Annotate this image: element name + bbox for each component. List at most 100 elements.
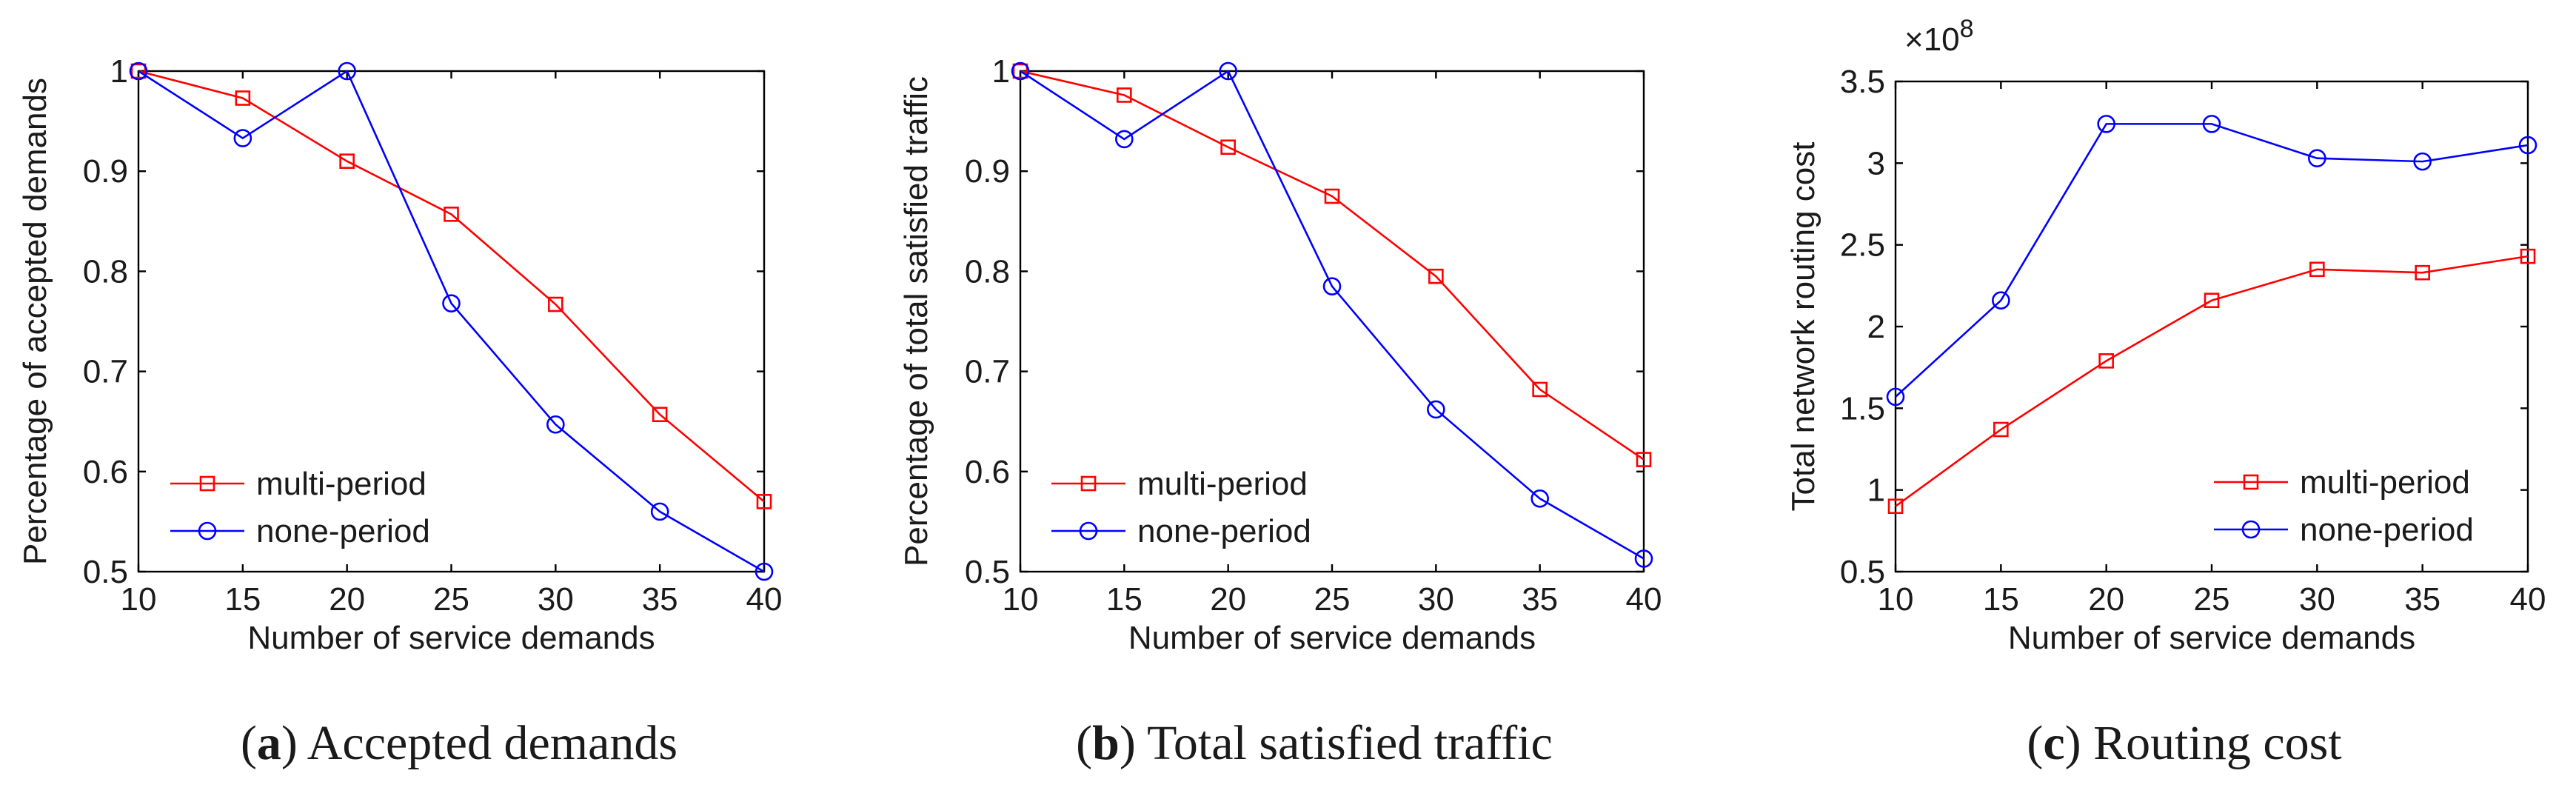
x-axis-label: Number of service demands: [247, 620, 655, 656]
y-tick-label: 0.9: [965, 153, 1010, 190]
caption-text: Routing cost: [2093, 716, 2342, 770]
data-point-multi-period: [235, 90, 251, 106]
x-tick-label: 15: [1106, 581, 1143, 618]
x-tick-label: 20: [1210, 581, 1246, 618]
subfigure-caption: (a) Accepted demands: [241, 716, 678, 770]
data-point-multi-period: [1636, 452, 1652, 467]
y-exponent-label: ×108: [1904, 15, 1974, 58]
data-point-multi-period: [2520, 248, 2536, 264]
data-point-none-period: [546, 415, 565, 434]
data-point-multi-period: [2098, 353, 2114, 369]
series-line-multi-period: [1020, 70, 1645, 461]
data-point-multi-period: [1887, 498, 1904, 515]
data-point-none-period: [2202, 115, 2221, 133]
chart-c: 10 15 20 25 30 35 40 0.5 1 1.5 2 2.5 3 3.5 ×108 Number …: [1785, 15, 2546, 770]
legend-box: [1037, 455, 1362, 548]
x-tick-label: 35: [642, 581, 678, 618]
caption-letter: c: [2043, 716, 2064, 770]
y-axis-label: Total network routing cost: [1785, 142, 1821, 512]
y-tick-label: 0.7: [83, 354, 128, 390]
data-point-multi-period: [756, 494, 772, 509]
x-tick-label: 20: [329, 581, 365, 618]
data-point-none-period: [1322, 277, 1342, 295]
subfigure-caption: (b) Total satisfied traffic: [1076, 716, 1553, 770]
series-line-none-period: [1895, 123, 2529, 398]
data-point-none-period: [1427, 400, 1445, 419]
legend-label-none-period: none-period: [256, 513, 430, 549]
data-point-multi-period: [2204, 292, 2220, 308]
y-tick-label: 0.8: [83, 253, 128, 290]
data-point-multi-period: [1220, 139, 1236, 156]
caption-close-paren: ): [2065, 716, 2093, 770]
y-tick-label: 0.5: [1840, 554, 1885, 590]
legend-marker-none-period: [2241, 520, 2261, 539]
y-tick-label: 1.5: [1840, 390, 1885, 427]
x-tick-label: 25: [433, 581, 469, 618]
caption-text: Total satisfied traffic: [1147, 716, 1553, 770]
series-line-none-period: [1020, 70, 1645, 560]
x-tick-label: 15: [224, 581, 261, 618]
legend-box: [2199, 454, 2518, 550]
chart-b: 10 15 20 25 30 35 40 0.5 0.6 0.7 0.8 0.9 1 Number of …: [898, 53, 1662, 770]
y-tick-label: 3: [1867, 145, 1885, 181]
y-tick-label: 0.5: [83, 554, 128, 590]
data-point-none-period: [2413, 152, 2432, 171]
y-axis-label: Percentage of total satisfied traffic: [898, 76, 934, 566]
data-point-none-period: [1634, 549, 1653, 568]
y-tick-label: 0.6: [965, 454, 1010, 490]
legend: multi-period none-period: [155, 455, 481, 549]
y-tick-label: 1: [110, 53, 128, 90]
x-tick-label: 30: [1418, 581, 1454, 618]
x-tick-label: 10: [1878, 581, 1914, 618]
x-tick-label: 25: [2194, 581, 2230, 618]
data-point-multi-period: [1993, 421, 2009, 438]
data-point-multi-period: [548, 296, 563, 312]
x-tick-label: 20: [2088, 581, 2124, 618]
legend-marker-multi-period: [2243, 474, 2259, 490]
data-point-none-period: [650, 502, 669, 521]
x-tick-label: 40: [2510, 581, 2546, 618]
data-point-multi-period: [2415, 264, 2430, 281]
y-tick-label: 1: [1867, 472, 1885, 509]
subfigure-caption: (c) Routing cost: [2027, 716, 2341, 770]
legend-label-multi-period: multi-period: [1137, 466, 1308, 502]
data-point-multi-period: [444, 207, 459, 222]
legend-marker-multi-period: [199, 475, 215, 492]
y-tick-label: 0.9: [83, 153, 128, 190]
data-point-multi-period: [2309, 261, 2325, 278]
data-point-none-period: [338, 61, 356, 81]
y-tick-label: 2.5: [1840, 227, 1885, 264]
data-point-multi-period: [1012, 63, 1028, 79]
legend-marker-none-period: [198, 521, 217, 541]
y-tick-label: 0.6: [83, 454, 128, 490]
data-point-multi-period: [1532, 381, 1548, 398]
x-axis-label: Number of service demands: [2008, 620, 2415, 656]
legend: multi-period none-period: [1037, 455, 1362, 549]
caption-open-paren: (: [241, 716, 257, 770]
data-point-multi-period: [339, 153, 355, 169]
data-point-multi-period: [652, 407, 668, 423]
series-line-multi-period: [1895, 255, 2529, 507]
legend-marker-none-period: [1079, 521, 1098, 541]
x-tick-label: 30: [538, 581, 574, 618]
y-tick-label: 3.5: [1840, 64, 1885, 100]
data-point-none-period: [1886, 387, 1905, 407]
legend-box: [155, 455, 481, 548]
x-tick-label: 15: [1983, 581, 2019, 618]
x-tick-label: 10: [121, 581, 157, 618]
data-point-none-period: [1219, 61, 1237, 81]
x-axis-label: Number of service demands: [1128, 620, 1536, 656]
legend-label-multi-period: multi-period: [2300, 464, 2470, 501]
legend-marker-multi-period: [1080, 475, 1097, 492]
y-tick-label: 0.8: [965, 253, 1010, 290]
data-point-none-period: [755, 562, 774, 581]
caption-letter: b: [1092, 716, 1120, 770]
data-point-none-period: [1992, 291, 2010, 310]
caption-letter: a: [257, 716, 281, 770]
x-tick-label: 25: [1314, 581, 1351, 618]
y-tick-label: 2: [1867, 309, 1885, 345]
x-tick-label: 10: [1003, 581, 1039, 618]
caption-close-paren: ): [281, 716, 307, 770]
data-point-multi-period: [1117, 87, 1132, 103]
